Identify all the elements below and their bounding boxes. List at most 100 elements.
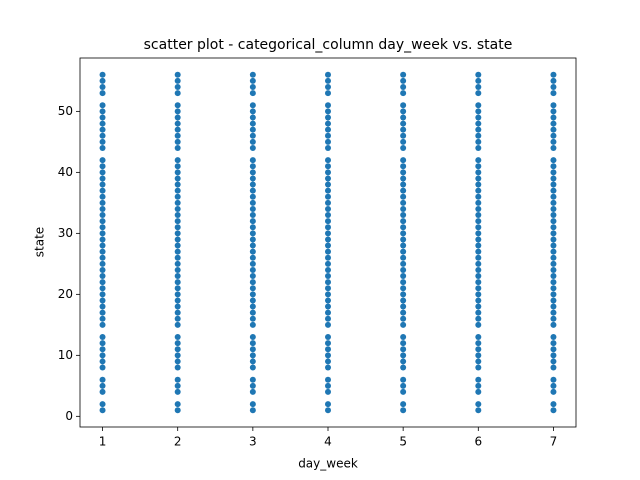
point xyxy=(475,212,482,219)
point xyxy=(475,126,482,133)
point xyxy=(99,248,106,255)
point xyxy=(99,401,106,408)
point xyxy=(400,407,407,414)
point xyxy=(400,230,407,237)
point xyxy=(325,334,331,341)
point xyxy=(475,254,482,261)
point xyxy=(325,358,331,365)
point xyxy=(400,218,407,225)
point xyxy=(400,212,407,219)
point xyxy=(550,321,557,328)
point xyxy=(249,181,256,188)
point xyxy=(249,175,256,182)
point xyxy=(325,120,331,127)
point xyxy=(174,218,181,225)
point xyxy=(325,218,331,225)
point xyxy=(174,205,181,212)
point xyxy=(99,218,106,225)
x-axis-label: day_week xyxy=(298,457,358,471)
point xyxy=(174,376,181,383)
point xyxy=(325,169,331,176)
point xyxy=(475,77,482,84)
point xyxy=(475,334,482,341)
x-tick-label: 6 xyxy=(474,435,482,449)
point xyxy=(174,273,181,280)
point xyxy=(174,163,181,170)
point xyxy=(99,352,106,359)
point xyxy=(475,346,482,353)
point xyxy=(249,346,256,353)
point xyxy=(550,352,557,359)
point xyxy=(99,285,106,292)
point xyxy=(400,401,407,408)
point xyxy=(550,224,557,231)
point xyxy=(550,260,557,267)
point xyxy=(475,102,482,109)
point xyxy=(400,157,407,164)
point xyxy=(174,126,181,133)
point xyxy=(174,401,181,408)
point xyxy=(249,352,256,359)
point xyxy=(475,376,482,383)
point xyxy=(475,303,482,310)
point xyxy=(249,90,256,97)
point xyxy=(550,401,557,408)
point xyxy=(99,376,106,383)
point xyxy=(475,144,482,151)
point xyxy=(400,169,407,176)
point xyxy=(475,199,482,206)
point xyxy=(475,175,482,182)
point xyxy=(550,382,557,389)
y-axis-label: state xyxy=(33,227,47,257)
point xyxy=(174,102,181,109)
x-tick-label: 7 xyxy=(550,435,558,449)
point xyxy=(475,401,482,408)
y-tick-label: 40 xyxy=(58,165,73,179)
point xyxy=(400,205,407,212)
point xyxy=(249,309,256,316)
point xyxy=(550,230,557,237)
point xyxy=(99,108,106,115)
point xyxy=(174,83,181,90)
point xyxy=(174,230,181,237)
point xyxy=(325,297,331,304)
point xyxy=(174,266,181,273)
point xyxy=(174,193,181,200)
point xyxy=(249,218,256,225)
point xyxy=(174,285,181,292)
point xyxy=(325,309,331,316)
point xyxy=(174,334,181,341)
point xyxy=(249,236,256,243)
point xyxy=(400,376,407,383)
point xyxy=(550,242,557,249)
point xyxy=(249,114,256,121)
point xyxy=(174,346,181,353)
point xyxy=(400,144,407,151)
point xyxy=(174,175,181,182)
point xyxy=(550,291,557,298)
point xyxy=(400,273,407,280)
point xyxy=(550,175,557,182)
point xyxy=(550,297,557,304)
point xyxy=(550,126,557,133)
point xyxy=(99,388,106,395)
y-tick-label: 30 xyxy=(58,226,73,240)
point xyxy=(99,120,106,127)
point xyxy=(249,138,256,145)
point xyxy=(400,199,407,206)
point xyxy=(99,346,106,353)
point xyxy=(249,279,256,286)
point xyxy=(550,248,557,255)
point xyxy=(174,388,181,395)
point xyxy=(174,144,181,151)
x-tick-label: 2 xyxy=(174,435,182,449)
point xyxy=(249,224,256,231)
point xyxy=(400,297,407,304)
point xyxy=(249,297,256,304)
point xyxy=(550,108,557,115)
point xyxy=(325,181,331,188)
point xyxy=(475,71,482,78)
point xyxy=(249,376,256,383)
point xyxy=(400,388,407,395)
point xyxy=(550,266,557,273)
